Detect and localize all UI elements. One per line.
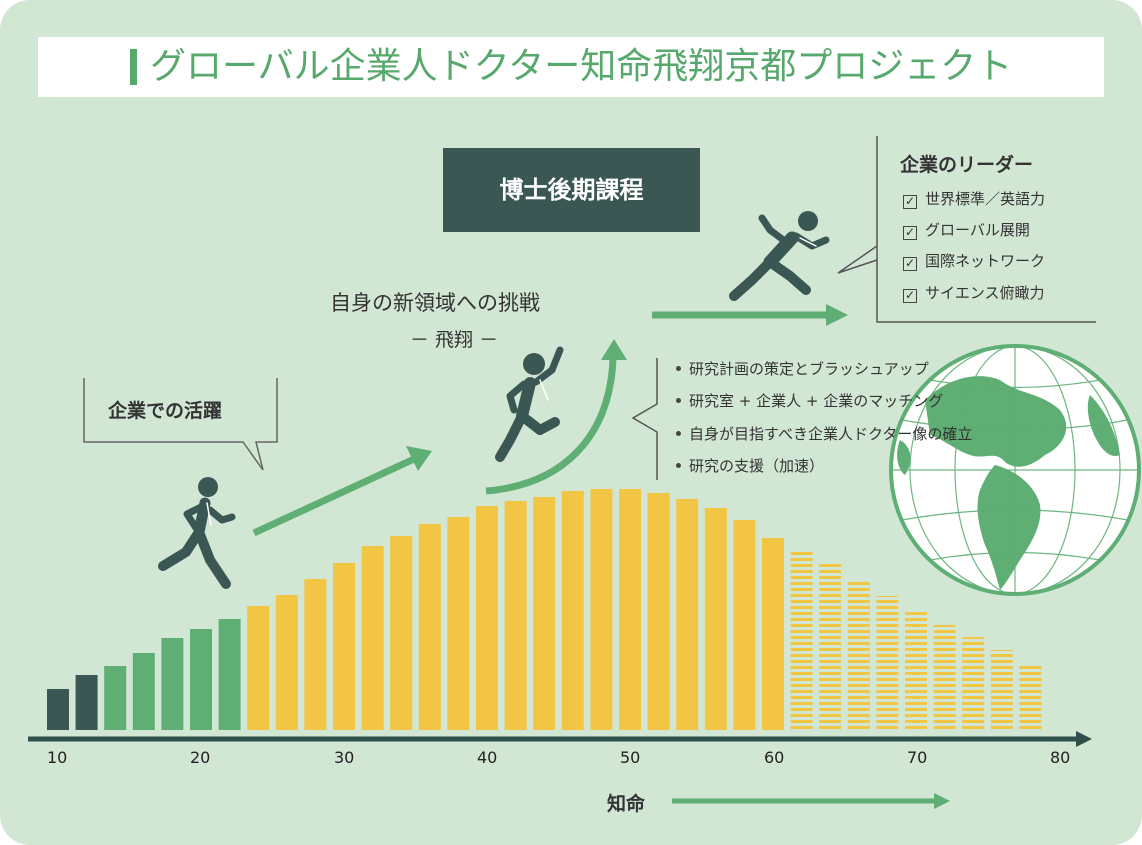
bar-green bbox=[218, 619, 241, 730]
bar-striped bbox=[876, 596, 899, 730]
bar-yellow bbox=[504, 501, 527, 730]
checkbox-icon: ✓ bbox=[903, 194, 917, 209]
bar-green bbox=[104, 666, 127, 730]
bullet-dot bbox=[676, 463, 681, 468]
bar-yellow bbox=[619, 489, 641, 730]
bar-yellow bbox=[647, 493, 670, 730]
activity-speech-bubble bbox=[83, 378, 278, 471]
bar-dark bbox=[75, 675, 98, 730]
bar-striped bbox=[790, 552, 813, 730]
bar-yellow bbox=[676, 499, 699, 730]
checkbox-icon: ✓ bbox=[903, 225, 917, 240]
bullet-dot bbox=[676, 366, 681, 371]
leader-item: ✓ グローバル展開 bbox=[903, 219, 1030, 241]
activity-label: 企業での活躍 bbox=[108, 400, 223, 422]
leader-title: 企業のリーダー bbox=[900, 154, 1034, 176]
title-accent-bar bbox=[130, 49, 137, 85]
bar-yellow bbox=[733, 520, 756, 730]
checkbox-icon: ✓ bbox=[903, 288, 917, 303]
leader-item-label: グローバル展開 bbox=[925, 221, 1030, 239]
soaring-subheading: － 飛翔 － bbox=[410, 329, 499, 351]
x-axis-arrowhead bbox=[1076, 731, 1092, 747]
support-item-label: 研究室 + 企業人 + 企業のマッチング bbox=[689, 392, 944, 410]
bar-green bbox=[132, 653, 155, 730]
bars-group bbox=[47, 489, 1042, 730]
bar-yellow bbox=[476, 506, 498, 730]
support-item: 研究の支援（加速） bbox=[676, 455, 824, 476]
bar-yellow bbox=[590, 489, 613, 730]
bar-yellow bbox=[704, 508, 727, 730]
support-item: 自身が目指すべき企業人ドクター像の確立 bbox=[676, 423, 972, 444]
bar-yellow bbox=[762, 538, 784, 730]
bar-yellow bbox=[275, 595, 298, 730]
bar-yellow bbox=[418, 524, 441, 730]
support-list-bracket bbox=[631, 358, 658, 480]
x-tick-label: 30 bbox=[334, 748, 355, 767]
rise-arrow bbox=[252, 446, 432, 537]
soar-arrow bbox=[485, 339, 627, 495]
support-item-label: 研究の支援（加速） bbox=[689, 457, 825, 475]
support-item-label: 自身が目指すべき企業人ドクター像の確立 bbox=[689, 425, 973, 443]
leader-item-label: 世界標準／英語力 bbox=[925, 190, 1046, 208]
leader-callout-pointer bbox=[837, 245, 878, 274]
leader-arrow bbox=[652, 304, 848, 326]
bar-yellow bbox=[361, 546, 384, 730]
sprinter-icon bbox=[729, 211, 830, 301]
x-tick-label: 10 bbox=[47, 748, 68, 767]
bullet-dot bbox=[676, 398, 681, 403]
bar-striped bbox=[1019, 666, 1042, 730]
bar-striped bbox=[819, 562, 842, 730]
bar-striped bbox=[933, 625, 956, 730]
bar-striped bbox=[962, 637, 985, 730]
bar-dark bbox=[47, 689, 69, 730]
bar-yellow bbox=[447, 517, 470, 730]
bar-yellow bbox=[247, 606, 270, 730]
leaping-runner-icon bbox=[495, 346, 564, 462]
bar-yellow bbox=[561, 491, 584, 730]
challenge-heading: 自身の新領域への挑戦 bbox=[330, 291, 540, 315]
bar-striped bbox=[990, 650, 1013, 730]
bar-yellow bbox=[533, 497, 556, 730]
leader-item: ✓ サイエンス俯瞰力 bbox=[903, 282, 1045, 304]
x-tick-label: 60 bbox=[764, 748, 785, 767]
bar-yellow bbox=[333, 563, 355, 730]
leader-item-label: サイエンス俯瞰力 bbox=[925, 284, 1045, 302]
bar-striped bbox=[847, 580, 870, 730]
support-item: 研究計画の策定とブラッシュアップ bbox=[676, 358, 929, 379]
x-tick-label: 50 bbox=[620, 748, 641, 767]
axis-direction-arrow bbox=[672, 793, 950, 809]
x-tick-label: 70 bbox=[907, 748, 928, 767]
bar-green bbox=[190, 629, 212, 730]
x-tick-label: 80 bbox=[1050, 748, 1071, 767]
support-item-label: 研究計画の策定とブラッシュアップ bbox=[689, 360, 929, 378]
leader-item-label: 国際ネットワーク bbox=[925, 252, 1046, 270]
bar-yellow bbox=[304, 579, 327, 730]
title-bar: グローバル企業人ドクター知命飛翔京都プロジェクト bbox=[38, 37, 1104, 97]
checkbox-icon: ✓ bbox=[903, 256, 917, 271]
bullet-dot bbox=[676, 431, 681, 436]
runner-icon bbox=[158, 477, 236, 589]
bar-green bbox=[161, 638, 184, 730]
x-axis-label: 知命 bbox=[607, 793, 646, 815]
bar-yellow bbox=[390, 536, 413, 730]
phd-course-box: 博士後期課程 bbox=[443, 148, 700, 232]
leader-item: ✓ 世界標準／英語力 bbox=[903, 188, 1045, 210]
page-title: グローバル企業人ドクター知命飛翔京都プロジェクト bbox=[150, 46, 1013, 87]
leader-item: ✓ 国際ネットワーク bbox=[903, 250, 1045, 272]
bar-striped bbox=[905, 610, 927, 730]
x-tick-label: 40 bbox=[477, 748, 498, 767]
x-tick-label: 20 bbox=[190, 748, 211, 767]
globe-icon bbox=[889, 344, 1141, 596]
leader-callout-bracket bbox=[876, 136, 1096, 323]
support-item: 研究室 + 企業人 + 企業のマッチング bbox=[676, 390, 943, 411]
